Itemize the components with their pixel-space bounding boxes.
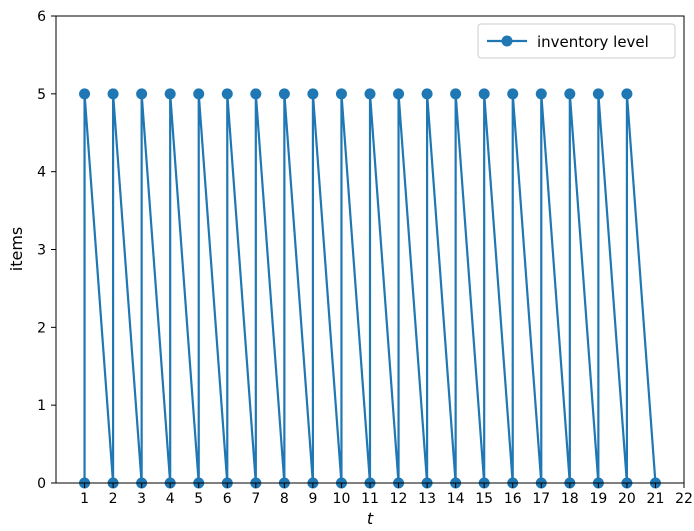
y-tick-label: 2 <box>37 320 46 336</box>
data-point <box>136 88 148 100</box>
data-point <box>592 88 604 100</box>
x-tick-label: 13 <box>418 491 436 507</box>
plot-area <box>79 88 661 489</box>
x-tick-label: 15 <box>475 491 493 507</box>
legend-label: inventory level <box>537 33 649 51</box>
legend: inventory level <box>477 23 676 59</box>
x-tick-label: 19 <box>589 491 607 507</box>
y-tick-label: 0 <box>37 476 46 492</box>
data-point <box>535 88 547 100</box>
data-point <box>107 88 119 100</box>
data-point <box>79 88 91 100</box>
data-point <box>250 88 262 100</box>
x-tick-label: 2 <box>109 491 118 507</box>
x-tick-label: 5 <box>194 491 203 507</box>
legend-frame <box>477 23 676 59</box>
x-tick-label: 14 <box>447 491 465 507</box>
data-point <box>450 88 462 100</box>
x-tick-label: 17 <box>532 491 550 507</box>
x-tick-label: 4 <box>166 491 175 507</box>
x-tick-label: 6 <box>223 491 232 507</box>
data-point <box>221 88 233 100</box>
y-tick-label: 3 <box>37 243 46 259</box>
x-tick-label: 22 <box>675 491 693 507</box>
x-tick-label: 20 <box>618 491 636 507</box>
data-point <box>564 88 576 100</box>
y-tick-label: 1 <box>37 398 46 414</box>
x-tick-label: 16 <box>504 491 522 507</box>
data-point <box>393 88 405 100</box>
data-point <box>364 88 376 100</box>
data-point <box>421 88 433 100</box>
data-point <box>278 88 290 100</box>
data-point <box>307 88 319 100</box>
x-tick-label: 21 <box>647 491 665 507</box>
data-point <box>507 88 519 100</box>
data-point <box>164 88 176 100</box>
data-point <box>621 88 633 100</box>
x-tick-label: 1 <box>80 491 89 507</box>
data-point <box>478 88 490 100</box>
y-tick-label: 4 <box>37 165 46 181</box>
y-axis-label: items <box>7 227 26 271</box>
x-tick-label: 9 <box>308 491 317 507</box>
legend-marker-swatch <box>501 35 513 47</box>
y-tick-label: 5 <box>37 87 46 103</box>
axes: 1 2 3 4 5 6 7 8 9 10 11 12 13 14 15 16 17 18 19 20 21 2201234… <box>37 9 693 507</box>
x-tick-label: 11 <box>361 491 379 507</box>
y-tick-label: 6 <box>37 9 46 25</box>
data-point <box>193 88 205 100</box>
x-tick-label: 18 <box>561 491 579 507</box>
data-point <box>335 88 347 100</box>
x-tick-label: 7 <box>251 491 260 507</box>
x-axis-label: t <box>367 509 374 528</box>
series-line-inventory-level <box>83 92 657 485</box>
x-tick-label: 8 <box>280 491 289 507</box>
x-tick-label: 12 <box>390 491 408 507</box>
x-tick-label: 10 <box>333 491 351 507</box>
x-tick-label: 3 <box>137 491 146 507</box>
